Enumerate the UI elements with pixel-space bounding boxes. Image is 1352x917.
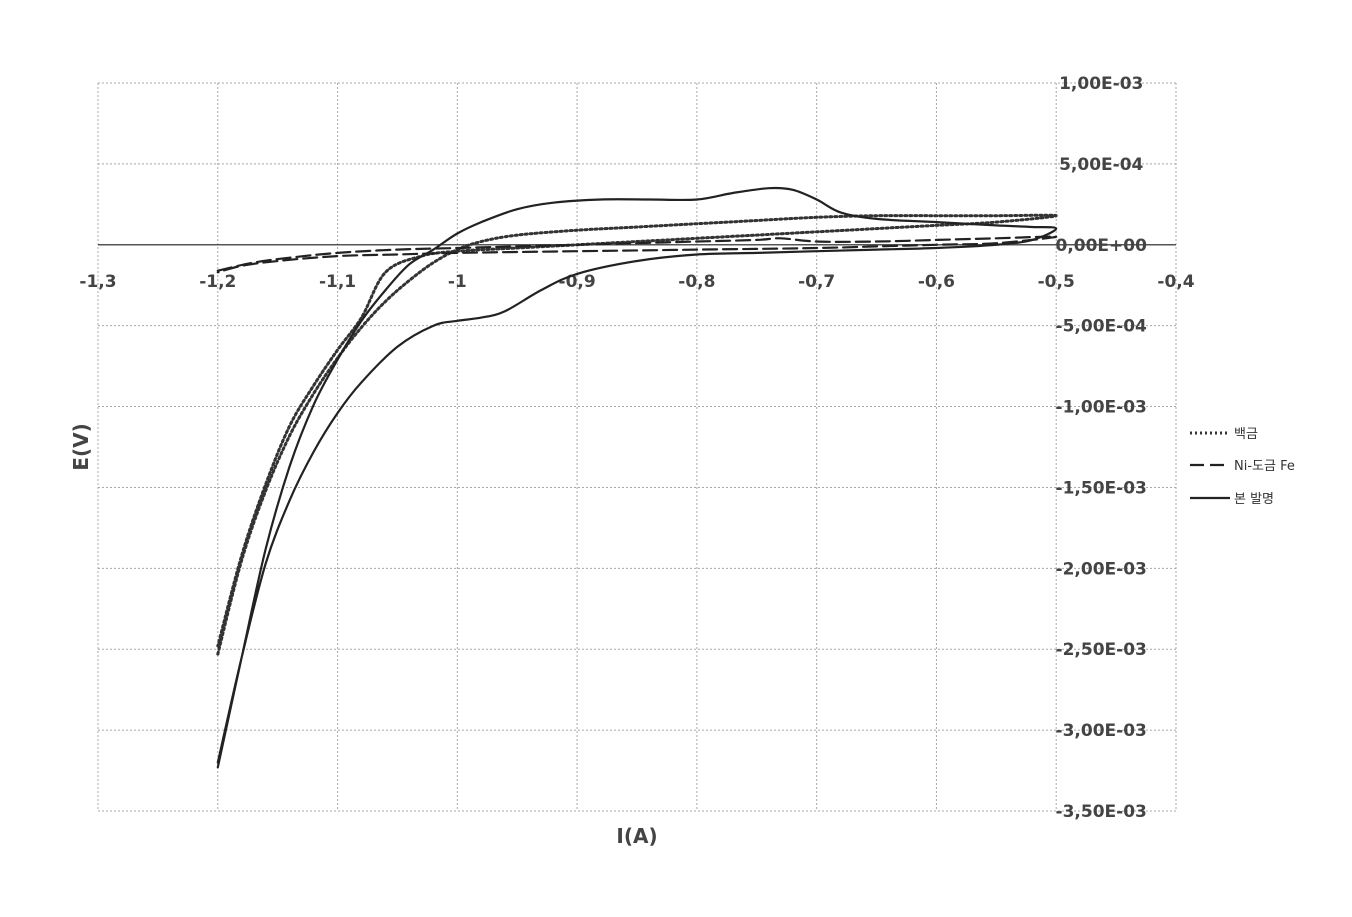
x-tick-label: -0,7 (798, 272, 835, 292)
x-tick-label: -0,5 (1038, 272, 1075, 292)
x-tick-label: -1 (448, 272, 467, 292)
x-tick-label: -0,6 (918, 272, 955, 292)
legend-label: 백금 (1234, 427, 1258, 442)
y-tick-label: -1,00E-03 (1056, 398, 1147, 418)
x-axis-title: I(A) (616, 824, 657, 848)
y-tick-label: 0,00E+00 (1055, 236, 1147, 256)
y-axis-title: E(V) (69, 423, 93, 470)
y-tick-label: -1,50E-03 (1056, 478, 1147, 498)
x-tick-label: -1,2 (199, 272, 236, 292)
legend-label: Ni-도금 Fe (1234, 459, 1295, 474)
y-tick-label: -5,00E-04 (1056, 317, 1147, 337)
y-tick-label: -2,00E-03 (1056, 559, 1147, 579)
x-tick-label: -1,3 (79, 272, 116, 292)
x-tick-label: -1,1 (319, 272, 356, 292)
x-tick-label: -0,4 (1157, 272, 1194, 292)
legend: 백금 Ni-도금 Fe 본 발명 (1190, 427, 1295, 507)
y-tick-label: -2,50E-03 (1056, 640, 1147, 660)
legend-label: 본 발명 (1234, 492, 1274, 507)
grid (98, 83, 1176, 811)
y-tick-label: -3,50E-03 (1056, 802, 1147, 822)
y-tick-label: 1,00E-03 (1059, 74, 1143, 94)
x-tick-label: -0,8 (678, 272, 715, 292)
y-tick-labels: 1,00E-03 5,00E-04 0,00E+00 -5,00E-04 -1,00E-… (1055, 74, 1147, 822)
x-tick-labels: -1,3-1,2-1,1-1-0,9-0,8-0,7-0,6-0,5-0,4 (79, 272, 1194, 292)
y-tick-label: 5,00E-04 (1059, 155, 1143, 175)
y-tick-label: -3,00E-03 (1056, 721, 1147, 741)
